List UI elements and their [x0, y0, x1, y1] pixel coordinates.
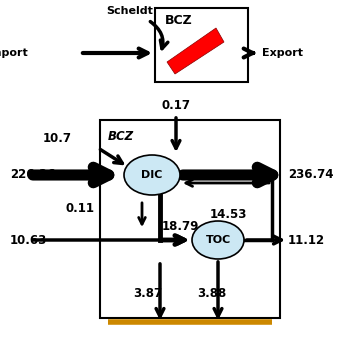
Text: 3.88: 3.88	[197, 287, 227, 300]
Text: 226.26: 226.26	[10, 169, 56, 182]
Text: 11.12: 11.12	[288, 234, 325, 247]
Ellipse shape	[192, 221, 244, 259]
Text: Scheldt: Scheldt	[106, 6, 153, 16]
Text: 14.53: 14.53	[210, 208, 247, 221]
Text: 18.79: 18.79	[162, 220, 199, 233]
Text: 236.74: 236.74	[288, 169, 333, 182]
Text: 10.63: 10.63	[10, 234, 47, 247]
Text: 10.7: 10.7	[43, 132, 72, 145]
Text: 0.11: 0.11	[65, 202, 94, 215]
Text: TOC: TOC	[205, 235, 231, 245]
Text: 3.87: 3.87	[133, 287, 163, 300]
Text: BCZ: BCZ	[108, 130, 134, 143]
Polygon shape	[167, 28, 224, 74]
Bar	[100, 120, 280, 318]
Text: Export: Export	[262, 48, 303, 58]
Text: DIC: DIC	[141, 170, 163, 180]
Text: 0.17: 0.17	[162, 99, 190, 112]
Bar	[155, 8, 248, 82]
Text: BCZ: BCZ	[165, 14, 193, 27]
Ellipse shape	[124, 155, 180, 195]
Text: Import: Import	[0, 48, 28, 58]
